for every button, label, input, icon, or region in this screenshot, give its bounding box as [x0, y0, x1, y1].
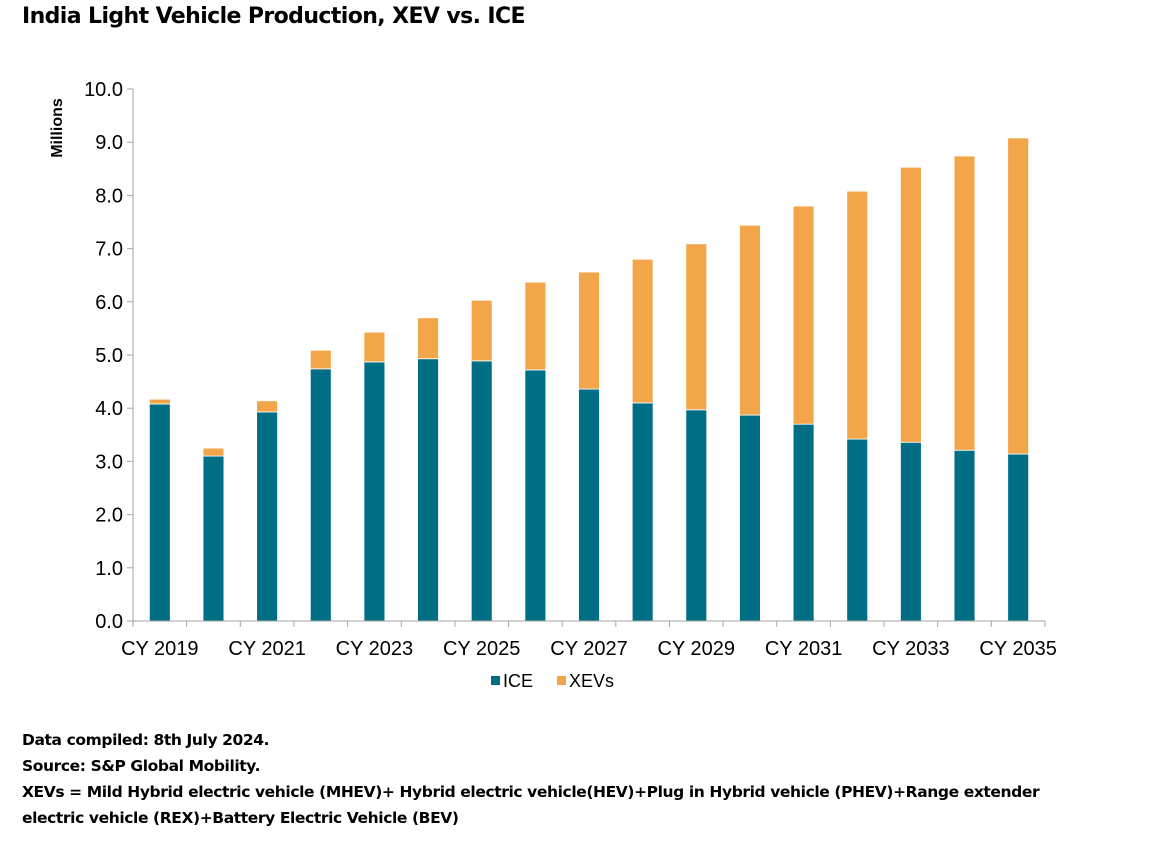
bar-ice-cy-2022	[309, 368, 332, 622]
y-axis-title: Millions	[49, 98, 66, 158]
x-tick-label: CY 2021	[228, 638, 305, 660]
xev-definition-line-2: electric vehicle (REX)+Battery Electric …	[22, 809, 459, 827]
bar-xevs-cy-2024	[417, 317, 439, 360]
bar-ice-cy-2019	[148, 403, 171, 622]
bar-xevs-cy-2020	[202, 447, 225, 457]
bar-xevs-cy-2025	[470, 299, 493, 362]
bar-xevs-cy-2031	[792, 205, 815, 425]
bar-xevs-cy-2026	[524, 281, 547, 371]
bar-ice-cy-2025	[470, 360, 493, 622]
x-tick-label: CY 2027	[550, 638, 627, 660]
y-tick-label: 10.0	[84, 79, 123, 101]
bar-xevs-cy-2030	[739, 224, 761, 416]
data-compiled-note: Data compiled: 8th July 2024.	[22, 731, 270, 749]
bar-xevs-cy-2033	[900, 166, 922, 443]
y-tick-label: 6.0	[95, 292, 123, 314]
y-tick-label: 9.0	[95, 132, 123, 154]
chart-notes: Data compiled: 8th July 2024. Source: S&…	[22, 727, 1162, 831]
bar-xevs-cy-2029	[685, 243, 708, 411]
y-tick-label: 2.0	[95, 505, 123, 527]
source-note: Source: S&P Global Mobility.	[22, 757, 261, 775]
y-tick-label: 5.0	[95, 345, 123, 367]
x-tick-label: CY 2031	[765, 638, 842, 660]
y-tick-label: 3.0	[95, 451, 123, 473]
y-tick-label: 4.0	[95, 398, 123, 420]
legend-swatch-ice	[491, 676, 500, 685]
x-tick-label: CY 2023	[336, 638, 413, 660]
bar-ice-cy-2030	[739, 414, 761, 622]
x-tick-label: CY 2025	[443, 638, 520, 660]
x-tick-label: CY 2033	[872, 638, 949, 660]
stacked-bar-chart: 0.0 1.0 2.0 3.0 4.0 5.0 6.0 7.0 8.0 9.0 10.0 CY 20…	[49, 79, 1057, 691]
bar-xevs-cy-2023	[363, 331, 386, 363]
y-tick-label: 1.0	[95, 558, 123, 580]
bar-ice-cy-2028	[631, 402, 654, 622]
bar-xevs-cy-2022	[309, 349, 332, 370]
y-tick-label: 8.0	[95, 185, 123, 207]
x-axis: CY 2019 CY 2021 CY 2023 CY 2025 CY 2027 CY 20…	[121, 620, 1057, 660]
y-tick-label: 0.0	[95, 611, 123, 633]
bar-ice-cy-2023	[363, 361, 386, 622]
bar-xevs-cy-2028	[631, 258, 654, 404]
bar-ice-cy-2027	[578, 388, 600, 622]
bar-xevs-cy-2021	[256, 400, 278, 413]
x-tick-label: CY 2029	[658, 638, 735, 660]
bars	[148, 137, 1030, 622]
legend-swatch-xevs	[557, 676, 567, 685]
x-tick-label: CY 2019	[121, 638, 198, 660]
xev-definition-line-1: XEVs = Mild Hybrid electric vehicle (MHE…	[22, 783, 1040, 801]
bar-xevs-cy-2019	[148, 398, 171, 405]
bar-xevs-cy-2035	[1007, 137, 1030, 455]
bar-xevs-cy-2034	[953, 155, 976, 451]
legend-label-ice: ICE	[503, 671, 533, 691]
bar-ice-cy-2024	[417, 358, 439, 622]
bar-ice-cy-2033	[900, 441, 922, 622]
bar-ice-cy-2032	[846, 438, 869, 622]
legend: ICE XEVs	[491, 671, 614, 691]
chart-title: India Light Vehicle Production, XEV vs. …	[22, 4, 526, 29]
bar-ice-cy-2026	[524, 369, 547, 622]
bar-ice-cy-2021	[256, 411, 278, 622]
bar-xevs-cy-2027	[578, 271, 600, 390]
y-tick-label: 7.0	[95, 239, 123, 261]
legend-label-xevs: XEVs	[569, 671, 614, 691]
bar-ice-cy-2034	[953, 449, 976, 622]
bar-ice-cy-2031	[792, 423, 815, 622]
bar-xevs-cy-2032	[846, 190, 869, 440]
x-tick-label: CY 2035	[979, 638, 1056, 660]
bar-ice-cy-2035	[1007, 453, 1030, 622]
bar-ice-cy-2020	[202, 455, 225, 622]
y-axis: 0.0 1.0 2.0 3.0 4.0 5.0 6.0 7.0 8.0 9.0 10.0	[84, 79, 134, 633]
bar-ice-cy-2029	[685, 409, 708, 622]
